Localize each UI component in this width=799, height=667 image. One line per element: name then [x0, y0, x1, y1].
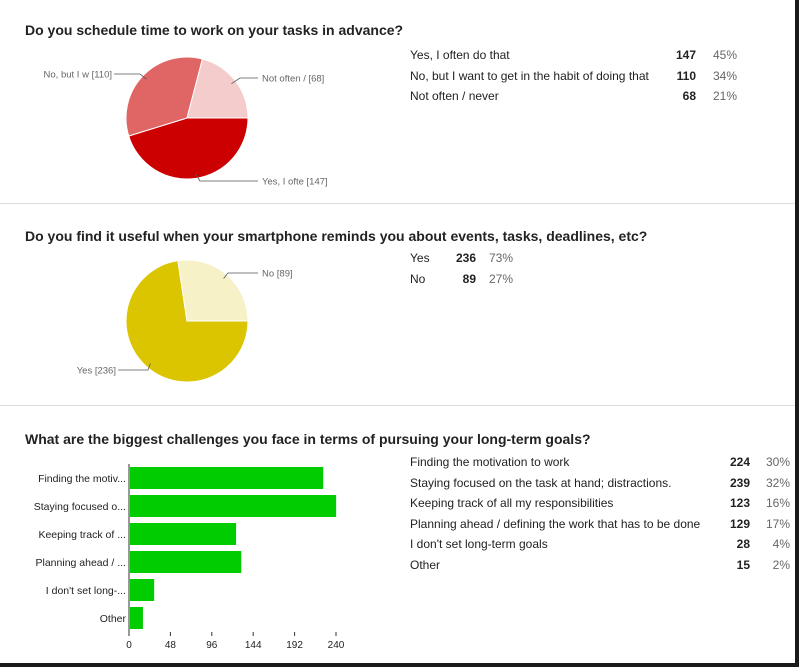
response-count: 28	[736, 537, 750, 552]
answer-label: Finding the motivation to work	[410, 455, 570, 470]
bar-category-label: I don't set long-...	[46, 585, 126, 597]
bar-category-label: Keeping track of ...	[38, 529, 126, 541]
result-row: Planning ahead / defining the work that …	[410, 514, 790, 535]
x-axis-tick-label: 240	[328, 640, 345, 651]
response-percent: 32%	[765, 475, 790, 490]
question-3-title: What are the biggest challenges you face…	[25, 431, 591, 447]
bar-category-label: Finding the motiv...	[38, 473, 126, 485]
pie-slice	[128, 117, 249, 180]
result-row: I don't set long-term goals 28 4%	[410, 534, 790, 555]
x-axis-tick-label: 96	[206, 640, 218, 651]
section-divider	[0, 405, 795, 406]
response-percent: 27%	[488, 271, 513, 286]
slice-callout-label: Not often / [68]	[262, 74, 324, 85]
response-count: 15	[736, 557, 750, 572]
bar	[130, 523, 237, 545]
result-row: Staying focused on the task at hand; dis…	[410, 473, 790, 494]
answer-label: Staying focused on the task at hand; dis…	[410, 475, 672, 490]
answer-label: Keeping track of all my responsibilities	[410, 496, 614, 511]
bar	[130, 607, 143, 629]
question-2-pie-chart: Yes [236] No [89]	[77, 259, 293, 383]
question-3-results-table: Finding the motivation to work 224 30% Stay…	[410, 452, 790, 575]
bar	[130, 495, 337, 517]
response-count: 147	[675, 48, 696, 63]
answer-label: No, but I want to get in the habit of do…	[410, 68, 649, 83]
result-row: Keeping track of all my responsibilities…	[410, 493, 790, 514]
response-percent: 16%	[765, 496, 790, 511]
result-row: Other 15 2%	[410, 555, 790, 576]
slice-callout-label: Yes [236]	[77, 366, 116, 377]
response-count: 239	[729, 475, 750, 490]
answer-label: Yes, I often do that	[410, 48, 510, 63]
response-percent: 17%	[765, 516, 790, 531]
question-3-bar-chart: Finding the motiv... Staying focused o...…	[34, 464, 345, 651]
bar-category-label: Staying focused o...	[34, 501, 126, 513]
response-percent: 73%	[488, 251, 513, 266]
question-1-title: Do you schedule time to work on your tas…	[25, 22, 404, 38]
pie-slice	[125, 56, 204, 137]
answer-label: No	[410, 271, 426, 286]
x-axis-tick-label: 144	[245, 640, 262, 651]
window-frame-right	[795, 0, 799, 667]
slice-callout-label: No, but I w [110]	[44, 70, 112, 81]
result-row: Yes 236 73%	[410, 248, 513, 269]
x-axis-tick-label: 0	[126, 640, 132, 651]
callout-line	[195, 173, 258, 182]
response-percent: 30%	[765, 455, 790, 470]
response-count: 110	[676, 68, 696, 83]
answer-label: Not often / never	[410, 89, 499, 104]
x-axis-tick-label: 48	[165, 640, 177, 651]
result-row: Finding the motivation to work 224 30%	[410, 452, 790, 473]
window-frame-bottom	[0, 663, 799, 667]
response-percent: 45%	[712, 48, 737, 63]
question-2-results-table: Yes 236 73% No 89 27%	[410, 248, 513, 289]
callout-line	[118, 363, 151, 371]
result-row: No, but I want to get in the habit of do…	[410, 66, 737, 87]
bar-category-label: Planning ahead / ...	[36, 557, 127, 569]
bar-category-label: Other	[100, 613, 127, 625]
question-1-results-table: Yes, I often do that 147 45% No, but I want…	[410, 45, 737, 107]
bar	[130, 551, 242, 573]
response-count: 89	[462, 271, 476, 286]
response-count: 129	[729, 516, 750, 531]
callout-line	[223, 272, 258, 279]
answer-label: Yes	[410, 251, 430, 266]
response-count: 123	[729, 496, 750, 511]
response-percent: 4%	[772, 537, 790, 552]
section-divider	[0, 203, 795, 204]
slice-callout-label: Yes, I ofte [147]	[262, 177, 328, 188]
bar	[130, 467, 324, 489]
question-2-title: Do you find it useful when your smartpho…	[25, 228, 648, 244]
response-percent: 34%	[712, 68, 737, 83]
result-row: Yes, I often do that 147 45%	[410, 45, 737, 66]
response-count: 236	[455, 251, 476, 266]
slice-callout-label: No [89]	[262, 269, 293, 280]
result-row: Not often / never 68 21%	[410, 86, 737, 107]
response-count: 68	[682, 89, 696, 104]
result-row: No 89 27%	[410, 269, 513, 290]
question-1-pie-chart: Yes, I ofte [147] No, but I w [110] Not of…	[44, 56, 328, 188]
bar	[130, 579, 155, 601]
callout-line	[114, 73, 147, 80]
response-percent: 2%	[772, 557, 790, 572]
answer-label: Other	[410, 557, 441, 572]
answer-label: I don't set long-term goals	[410, 537, 548, 552]
response-count: 224	[729, 455, 750, 470]
answer-label: Planning ahead / defining the work that …	[410, 516, 701, 531]
callout-line	[231, 77, 258, 85]
response-percent: 21%	[712, 89, 737, 104]
x-axis-tick-label: 192	[286, 640, 303, 651]
